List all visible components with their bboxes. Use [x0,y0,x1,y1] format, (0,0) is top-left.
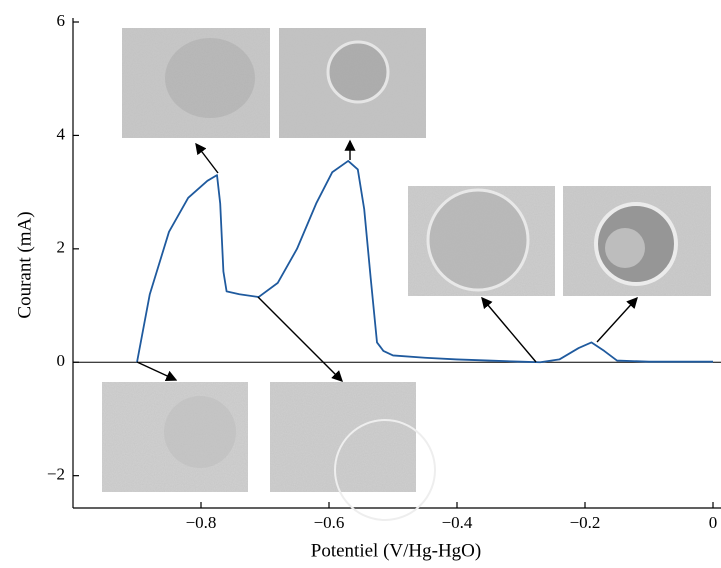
insets [102,28,711,521]
arrow [257,296,343,382]
arrow [596,296,638,343]
y-tick-label: 2 [57,238,66,257]
arrows [136,139,638,382]
sem-image [122,28,270,138]
plot-area: −2 0 2 4 6 −0.8 −0.6 −0.4 −0.2 0 [47,11,721,532]
x-axis-title: Potentiel (V/Hg-HgO) [311,540,481,561]
y-tick-label: 6 [57,11,66,30]
data-line [136,160,713,364]
sem-image [270,382,436,521]
x-tick-label: 0 [709,513,718,532]
arrow [481,296,537,363]
y-axis-title: Courant (mA) [14,211,35,318]
sem-image [102,382,248,492]
x-tick-label: −0.2 [570,513,601,532]
x-tick-label: −0.8 [186,513,217,532]
arrow [195,142,219,174]
sem-image [408,186,555,296]
arrow [136,361,178,381]
sem-image [563,186,711,296]
y-tick-label: 0 [57,351,66,370]
x-tick-label: −0.4 [442,513,473,532]
y-tick-label: 4 [57,124,66,143]
sem-image [279,28,426,138]
y-tick-label: −2 [47,465,65,484]
x-tick-label: −0.6 [314,513,345,532]
